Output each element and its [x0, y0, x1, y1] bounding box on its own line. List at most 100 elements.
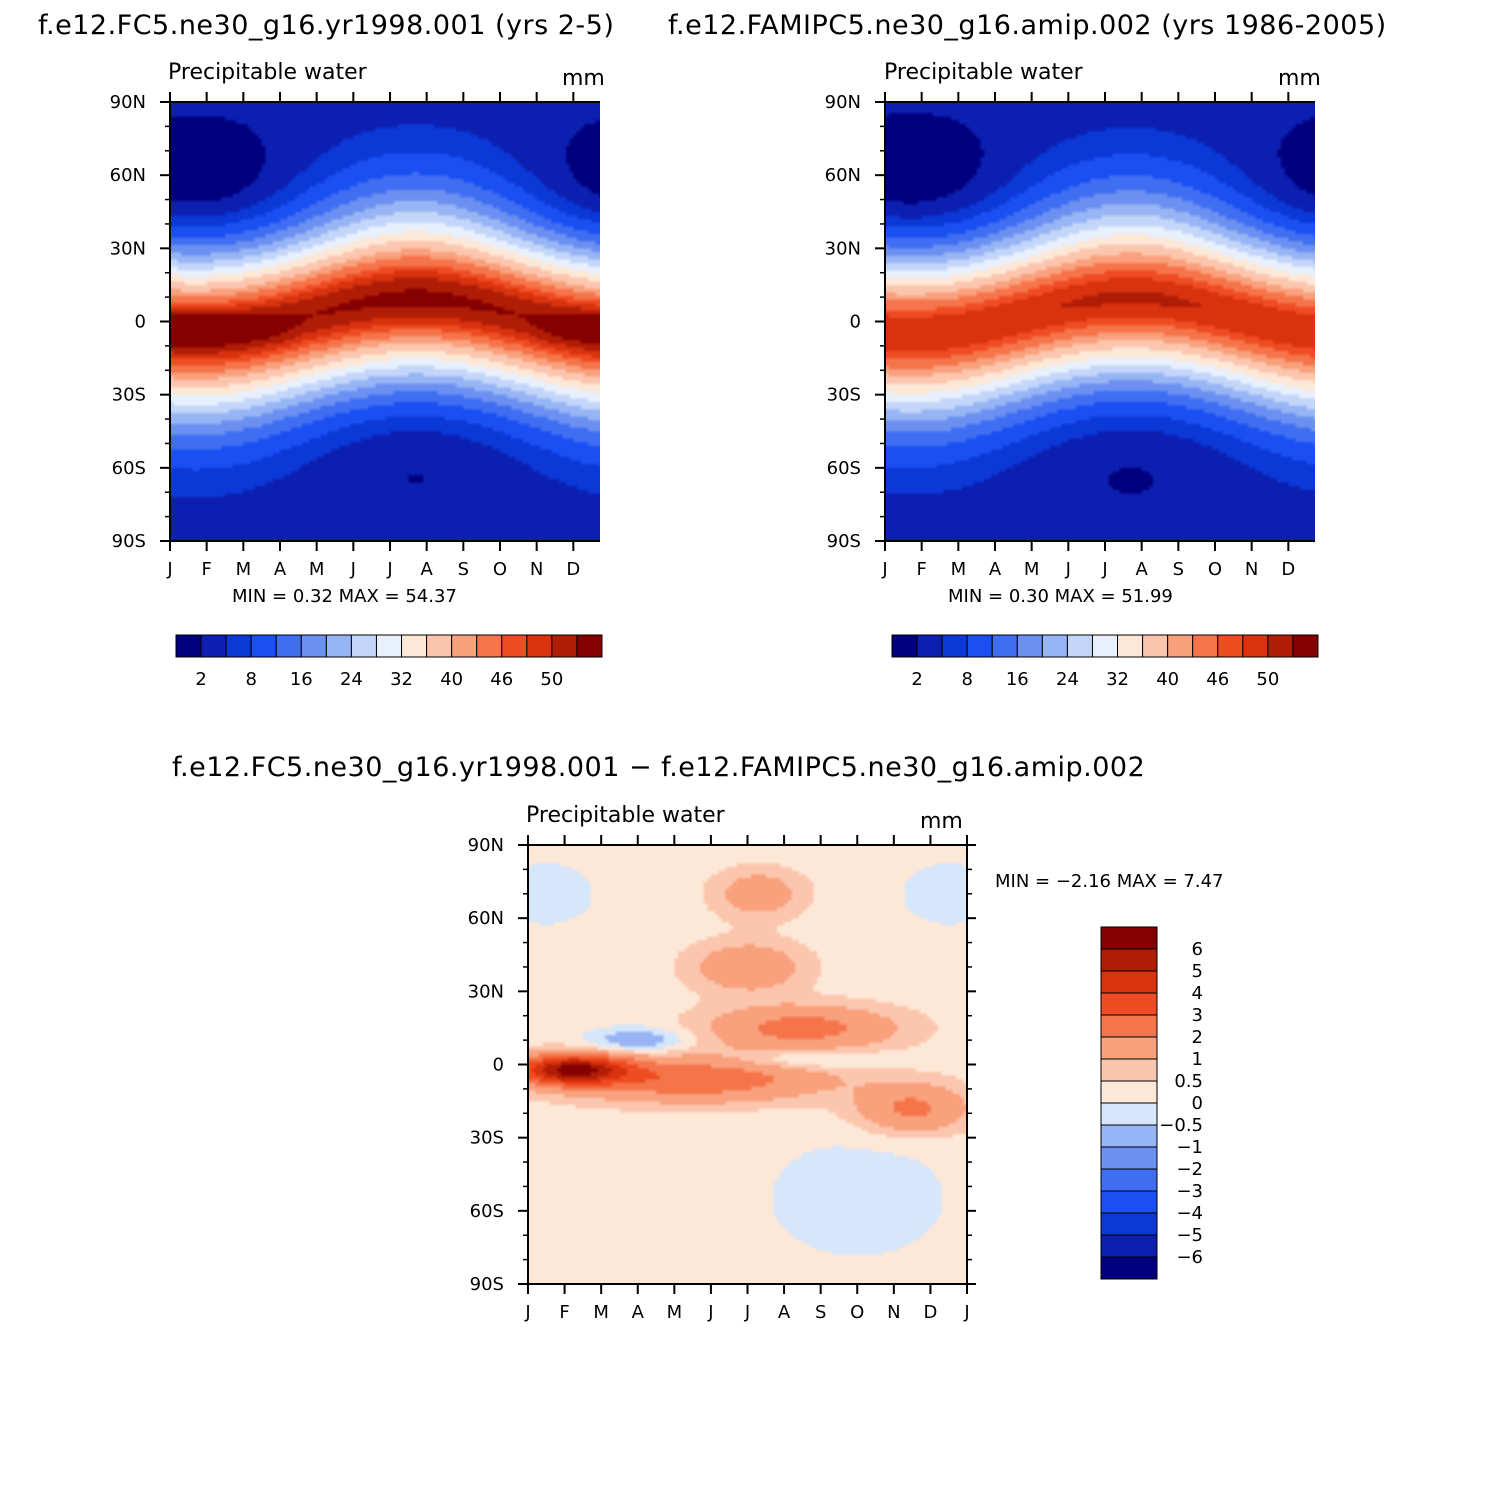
panel-b-ytick-label: 60N — [825, 165, 861, 186]
panel-c-ytick-label: 30N — [468, 981, 504, 1002]
panel-a-xtick-label: A — [421, 559, 434, 580]
panel-a-colorbar-swatch — [275, 634, 302, 658]
panel-c-colorbar-swatch — [1100, 1190, 1158, 1214]
panel-c-xtick-label: O — [850, 1302, 864, 1323]
panel-b-colorbar-swatch — [1091, 634, 1119, 658]
panel-a-field — [170, 102, 600, 541]
panel-b-colorbar-swatch — [1267, 634, 1294, 658]
panel-c-variable-label: Precipitable water — [526, 803, 725, 828]
panel-a-colorbar-label: 46 — [490, 669, 513, 690]
panel-b-colorbar-swatch — [1217, 634, 1244, 658]
panel-a-ytick-label: 30N — [110, 238, 146, 259]
panel-b-ytick-label: 30N — [825, 238, 861, 259]
panel-b-colorbar-swatch — [891, 634, 918, 658]
panel-c-colorbar-label: 2 — [1192, 1027, 1203, 1048]
panel-c-colorbar-swatch — [1100, 1080, 1158, 1104]
panel-a-colorbar-swatch — [175, 634, 202, 658]
panel-c-xtick-label: J — [963, 1302, 969, 1323]
panel-c-units-label: mm — [920, 809, 963, 834]
panel-b-colorbar-swatch — [1192, 634, 1219, 658]
panel-c-colorbar-label: −5 — [1176, 1225, 1203, 1246]
panel-c-field — [528, 845, 967, 1284]
panel-c-xtick-label: M — [667, 1302, 683, 1323]
panel-c-colorbar-swatch — [1100, 992, 1158, 1016]
panel-c-colorbar-label: −6 — [1176, 1247, 1203, 1268]
panel-c-contour-fill — [528, 845, 967, 1284]
panel-c-colorbar-swatch — [1100, 948, 1158, 972]
panel-a-colorbar-swatch — [576, 634, 603, 658]
panel-c-colorbar-label: 1 — [1192, 1049, 1203, 1070]
panel-c-colorbar-swatch — [1100, 926, 1158, 950]
panel-b-colorbar-swatch — [941, 634, 968, 658]
panel-b-colorbar-swatch — [1041, 634, 1068, 658]
panel-a-ytick-label: 0 — [135, 312, 146, 333]
panel-c-ytick-label: 90N — [468, 835, 504, 856]
panel-b-title: f.e12.FAMIPC5.ne30_g16.amip.002 (yrs 198… — [668, 10, 1387, 41]
panel-c-colorbar-swatch — [1100, 1212, 1158, 1236]
panel-c-colorbar-label: −1 — [1176, 1137, 1203, 1158]
panel-b-colorbar-swatch — [1292, 634, 1319, 658]
panel-a-colorbar-swatch — [476, 634, 503, 658]
panel-a-colorbar-swatch — [426, 634, 453, 658]
panel-b-colorbar-swatch — [1016, 634, 1043, 658]
panel-a-colorbar-swatch — [350, 634, 377, 658]
panel-c-xtick-label: M — [593, 1302, 609, 1323]
panel-a-colorbar-swatch — [225, 634, 252, 658]
panel-a-xtick-label: M — [309, 559, 325, 580]
panel-c-xtick-label: F — [559, 1302, 569, 1323]
panel-a-colorbar-label: 40 — [440, 669, 463, 690]
panel-b-colorbar-label: 46 — [1206, 669, 1229, 690]
panel-b-xtick-label: A — [989, 559, 1002, 580]
panel-b-xtick-label: A — [1136, 559, 1149, 580]
panel-b-colorbar-swatch — [1167, 634, 1194, 658]
panel-b-contour-fill — [885, 102, 1315, 541]
panel-a-colorbar-swatch — [501, 634, 528, 658]
panel-a-colorbar-label: 16 — [290, 669, 313, 690]
panel-c-ytick-label: 0 — [493, 1055, 504, 1076]
panel-b-xtick-label: D — [1281, 559, 1295, 580]
panel-a-xtick-label: O — [493, 559, 507, 580]
panel-c-xtick-label: S — [815, 1302, 826, 1323]
panel-c-colorbar-label: 0.5 — [1174, 1071, 1203, 1092]
panel-a-xtick-label: S — [458, 559, 469, 580]
panel-b-colorbar-swatch — [966, 634, 993, 658]
panel-c-colorbar-swatch — [1100, 1014, 1158, 1038]
panel-c-min-max: MIN = −2.16 MAX = 7.47 — [995, 871, 1224, 892]
panel-a-colorbar-label: 8 — [245, 669, 256, 690]
panel-a-colorbar-label: 32 — [390, 669, 413, 690]
panel-b-colorbar-swatch — [1066, 634, 1093, 658]
panel-a-colorbar-swatch — [300, 634, 327, 658]
panel-b-colorbar-swatch — [1242, 634, 1269, 658]
panel-b-xtick-label: J — [881, 559, 887, 580]
panel-a-ytick-label: 60S — [112, 458, 146, 479]
panel-b-colorbar-swatch — [1117, 634, 1144, 658]
panel-c-colorbar-swatch — [1100, 1256, 1158, 1280]
panel-b-colorbar: 2 8 16 24 32 40 46 50 — [891, 634, 1319, 690]
panel-a-colorbar-swatch — [250, 634, 277, 658]
panel-a-xtick-label: M — [236, 559, 252, 580]
panel-a-xtick-label: A — [274, 559, 287, 580]
panel-c-plot: J F M A M J J A S O N D J 90N 60N 30N 0 30S 60S 90S — [468, 835, 976, 1323]
panel-c-xtick-label: J — [707, 1302, 713, 1323]
panel-b-colorbar-label: 24 — [1056, 669, 1079, 690]
panel-a-xtick-label: J — [166, 559, 172, 580]
panel-c-colorbar-label: 3 — [1192, 1005, 1203, 1026]
panel-b-colorbar-swatch — [991, 634, 1018, 658]
panel-b-ytick-label: 90N — [825, 92, 861, 113]
panel-a-ytick-label: 90S — [112, 531, 146, 552]
panel-a-units-label: mm — [562, 66, 605, 91]
panel-a-colorbar-label: 50 — [540, 669, 563, 690]
panel-b-colorbar-label: 32 — [1106, 669, 1129, 690]
panel-b-units-label: mm — [1278, 66, 1321, 91]
panel-b-xtick-label: J — [1101, 559, 1107, 580]
panel-a-ytick-label: 30S — [112, 385, 146, 406]
panel-c-colorbar-label: 4 — [1192, 983, 1203, 1004]
panel-c-ytick-label: 60S — [470, 1201, 504, 1222]
panel-b-xtick-label: M — [1024, 559, 1040, 580]
panel-c-colorbar-swatch — [1100, 1234, 1158, 1258]
panel-b-colorbar-label: 16 — [1006, 669, 1029, 690]
panel-b-colorbar-label: 40 — [1156, 669, 1179, 690]
panel-c-colorbar-swatch — [1100, 1058, 1158, 1082]
